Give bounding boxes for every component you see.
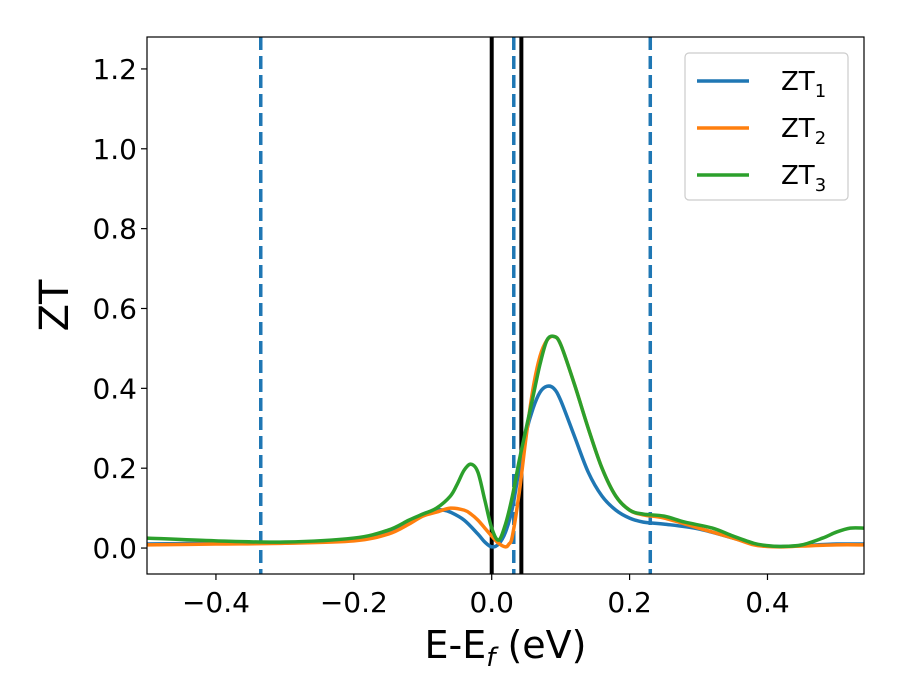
y-tick-label: 0.0 [92, 532, 137, 565]
y-tick-label: 1.2 [92, 53, 137, 86]
y-tick-label: 0.8 [92, 213, 137, 246]
x-axis-title: E-Ef (eV) [425, 623, 587, 673]
plot-frame [146, 36, 865, 575]
y-axis-title: ZT [32, 279, 78, 331]
y-tick-label: 1.0 [92, 133, 137, 166]
x-tick-label: 0.0 [469, 586, 514, 619]
legend-label-zt1: ZT1 [781, 67, 826, 102]
x-axis-title-unit: (eV) [495, 623, 586, 667]
y-tick-label: 0.6 [92, 292, 137, 325]
legend-label-zt3: ZT3 [781, 161, 826, 196]
x-axis-title-main: E-E [425, 623, 487, 667]
x-tick-label: −0.4 [182, 586, 250, 619]
y-tick-label: 0.2 [92, 452, 137, 485]
plot-area [147, 37, 864, 574]
x-tick-label: 0.2 [607, 586, 652, 619]
legend-box [684, 52, 849, 201]
x-tick-label: −0.2 [320, 586, 388, 619]
axes: −0.4 −0.2 0.0 0.2 0.4 0.0 0.2 0.4 0.6 0.8 1.0 1.2 E-… [32, 36, 865, 673]
series-line-zt3 [147, 334, 864, 549]
legend-label-zt2: ZT2 [781, 114, 826, 149]
y-tick-label: 0.4 [92, 372, 137, 405]
series-line-zt2 [147, 334, 864, 549]
legend: ZT1 ZT2 ZT3 [684, 52, 849, 201]
x-tick-label: 0.4 [745, 586, 790, 619]
